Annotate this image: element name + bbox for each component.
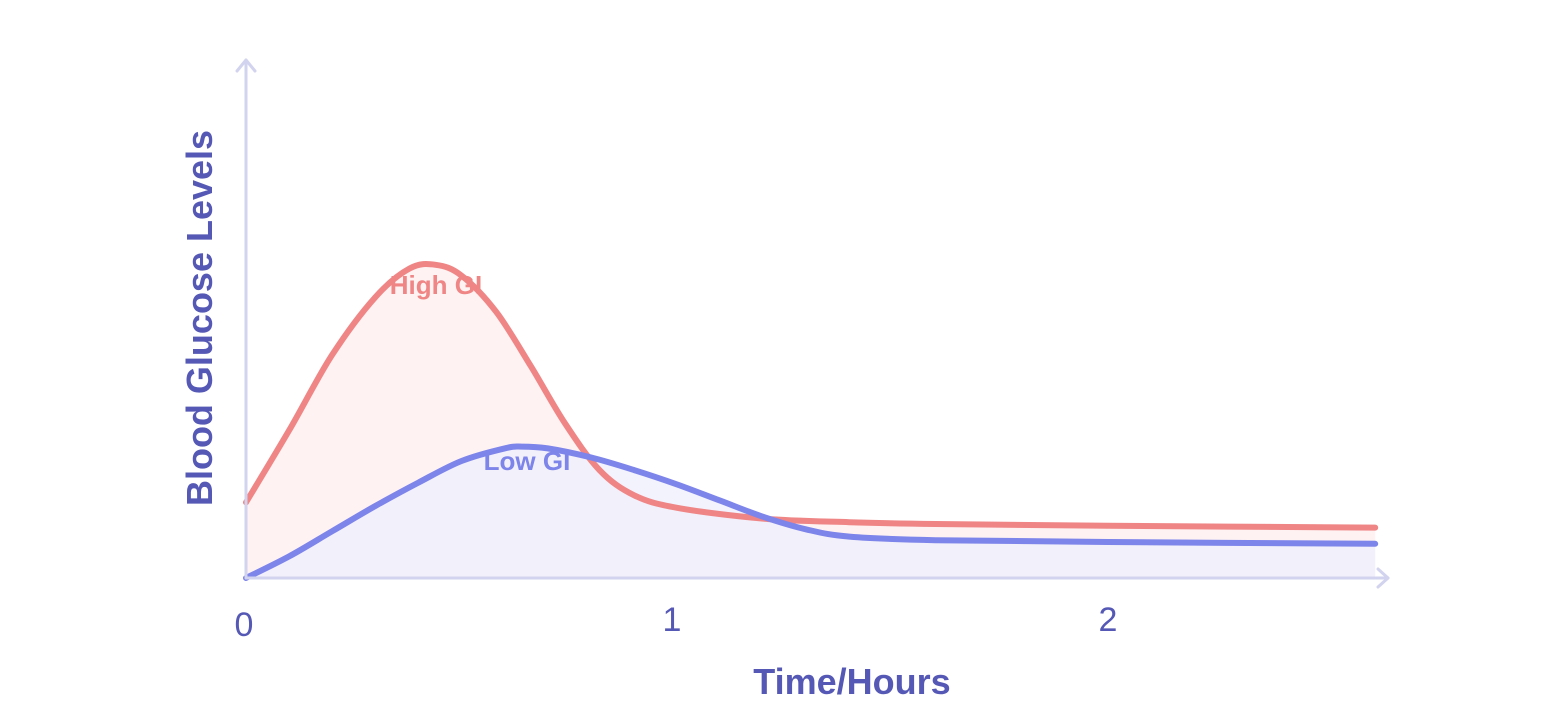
series-lines (243, 260, 1379, 581)
series-line-high-gi (243, 260, 1379, 531)
x-tick-label: 1 (663, 601, 682, 639)
y-axis-arrow-icon (235, 58, 257, 73)
series-label-high-gi: High GI (390, 270, 482, 300)
series-label-low-gi: Low GI (484, 446, 571, 476)
area-fills (246, 263, 1376, 578)
y-axis-title: Blood Glucose Levels (179, 130, 220, 506)
x-tick-label: 2 (1099, 601, 1118, 639)
series-line-low-gi (243, 443, 1379, 581)
x-axis-title: Time/Hours (753, 661, 950, 702)
series-area-low-gi (246, 446, 1376, 578)
x-tick-label: 0 (235, 606, 254, 644)
x-axis-arrow-icon (1376, 567, 1390, 589)
x-tick-labels: 0 1 2 (235, 601, 1118, 644)
